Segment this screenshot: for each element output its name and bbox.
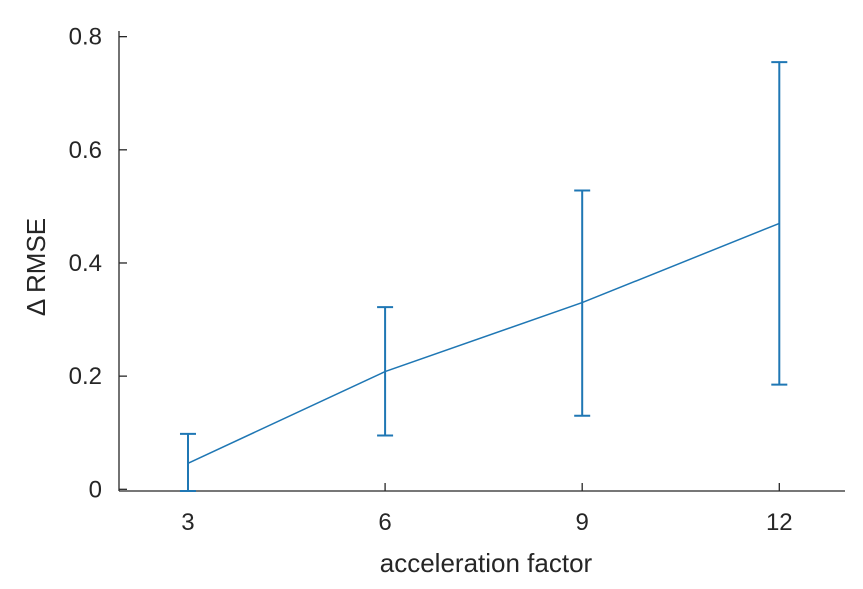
x-axis-label: acceleration factor <box>380 548 593 578</box>
ticks: 0 0.2 0.4 0.6 0.8 3 6 9 12 <box>69 24 793 536</box>
y-tick-label: 0.6 <box>69 137 102 164</box>
error-bar <box>771 61 788 386</box>
error-bar <box>377 306 394 437</box>
x-tick-label: 6 <box>378 509 391 536</box>
y-tick-label: 0.4 <box>69 250 102 277</box>
error-bar <box>179 432 196 492</box>
series-line <box>187 222 780 464</box>
y-tick-label: 0.2 <box>69 363 102 390</box>
y-tick-label: 0 <box>89 476 102 503</box>
x-tick-label: 9 <box>576 509 589 536</box>
x-tick-label: 3 <box>181 509 194 536</box>
y-tick-label: 0.8 <box>69 24 102 51</box>
y-axis-label: Δ RMSE <box>21 218 51 316</box>
x-tick-label: 12 <box>766 509 793 536</box>
plot-area <box>179 61 788 492</box>
error-bar <box>574 189 591 417</box>
axes <box>118 31 845 492</box>
